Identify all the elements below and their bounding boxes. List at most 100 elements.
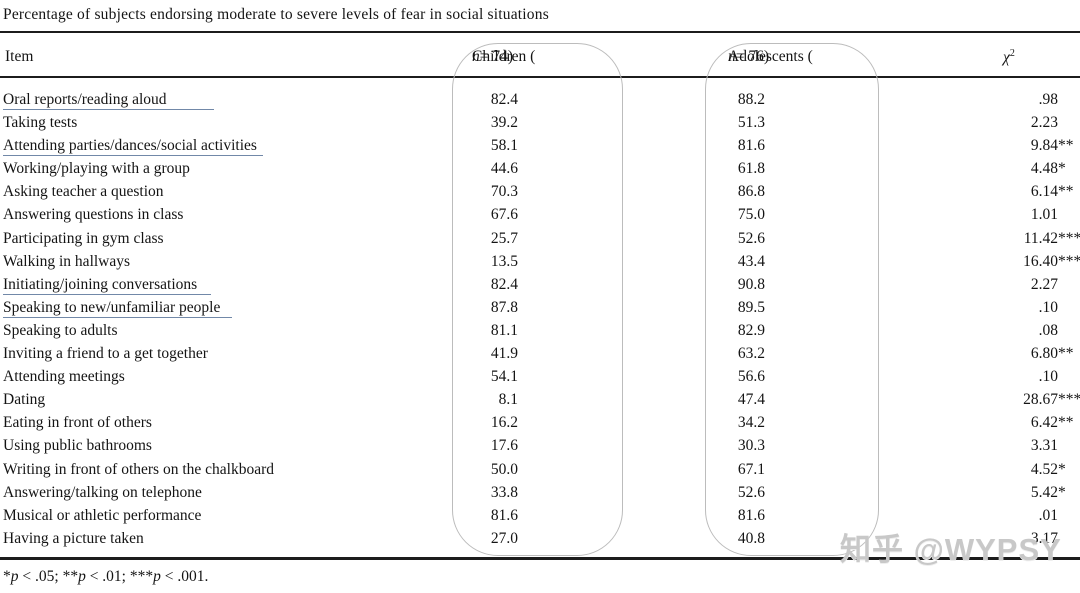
chi-square-value: .98 <box>1038 91 1058 108</box>
table-row: Eating in front of others 16.2 34.2 6.42 ** <box>0 411 1080 434</box>
children-percent: 82.4 <box>490 275 518 293</box>
adolescents-percent: 63.2 <box>737 345 765 363</box>
watermark: 知乎 @WYPSY <box>840 532 1062 567</box>
chi-square-value: 5.42 <box>1030 483 1058 501</box>
item-label: Speaking to adults <box>3 321 118 339</box>
chi-square-value: 3.31 <box>1030 437 1058 455</box>
children-percent: 54.1 <box>490 368 518 386</box>
item-label: Asking teacher a question <box>3 183 164 201</box>
item-label: Initiating/joining conversations <box>3 273 212 296</box>
adolescents-percent: 47.4 <box>737 391 765 409</box>
adolescents-percent: 75.0 <box>737 206 765 224</box>
adolescents-column-annotation-oval <box>705 43 879 556</box>
col-header-item: Item <box>5 48 34 65</box>
significance-stars: ** <box>1058 414 1074 432</box>
table-row: Inviting a friend to a get together 41.9 6… <box>0 342 1080 365</box>
chi-square-value: .08 <box>1038 321 1058 339</box>
children-percent: 58.1 <box>490 137 518 155</box>
adolescents-percent: 56.6 <box>737 368 765 386</box>
children-percent: 81.1 <box>490 321 518 339</box>
adolescents-percent: 61.8 <box>737 160 765 178</box>
item-label: Musical or athletic performance <box>3 506 202 524</box>
significance-stars: * <box>1058 160 1066 178</box>
adolescents-percent: 51.3 <box>737 114 765 132</box>
table-row: Participating in gym class 25.7 52.6 11.42 *… <box>0 227 1080 250</box>
children-percent: 70.3 <box>490 183 518 201</box>
chi-square-value: 6.14 <box>1030 183 1058 201</box>
item-label: Eating in front of others <box>3 414 152 432</box>
children-percent: 33.8 <box>490 483 518 501</box>
children-percent: 17.6 <box>490 437 518 455</box>
chi-square-value: 4.48 <box>1030 160 1058 178</box>
children-percent: 87.8 <box>490 298 518 316</box>
table-title: Percentage of subjects endorsing moderat… <box>3 6 549 23</box>
chi-square-value: 11.42 <box>1023 229 1058 247</box>
table-row: Answering questions in class 67.6 75.0 1.01 <box>0 203 1080 226</box>
table-row: Writing in front of others on the chalkb… <box>0 458 1080 481</box>
chi-square-value: 28.67 <box>1023 391 1058 409</box>
children-percent: 44.6 <box>490 160 518 178</box>
table-row: Taking tests 39.2 51.3 2.23 <box>0 111 1080 134</box>
item-label: Answering questions in class <box>3 206 184 224</box>
rule-under-title <box>0 31 1080 33</box>
children-column-annotation-oval <box>452 43 623 556</box>
rule-under-header <box>0 76 1080 78</box>
significance-stars: *** <box>1058 229 1080 247</box>
item-label: Answering/talking on telephone <box>3 483 202 501</box>
children-percent: 16.2 <box>490 414 518 432</box>
significance-footnote: *p < .05; **p < .01; ***p < .001. <box>3 568 209 585</box>
children-percent: 13.5 <box>490 252 518 270</box>
item-label: Oral reports/reading aloud <box>3 88 214 111</box>
item-label: Writing in front of others on the chalkb… <box>3 460 274 478</box>
table-row: Attending parties/dances/social activiti… <box>0 134 1080 157</box>
item-label: Attending parties/dances/social activiti… <box>3 134 263 157</box>
significance-stars: * <box>1058 483 1066 501</box>
col-header-chi-square: χ2 <box>1003 48 1015 66</box>
table-row: Using public bathrooms 17.6 30.3 3.31 <box>0 434 1080 457</box>
significance-stars: ** <box>1058 345 1074 363</box>
chi-square-value: 3.17 <box>1030 529 1058 547</box>
item-label: Speaking to new/unfamiliar people <box>3 296 233 319</box>
significance-stars: ** <box>1058 183 1074 201</box>
table-row: Working/playing with a group 44.6 61.8 4.48… <box>0 157 1080 180</box>
chi-square-value: .10 <box>1038 368 1058 386</box>
adolescents-percent: 89.5 <box>737 298 765 316</box>
chi-square-value: .01 <box>1038 506 1058 524</box>
table-row: Speaking to adults 81.1 82.9 .08 <box>0 319 1080 342</box>
adolescents-percent: 86.8 <box>737 183 765 201</box>
chi-square-value: 16.40 <box>1023 252 1058 270</box>
item-label: Inviting a friend to a get together <box>3 345 208 363</box>
item-label: Taking tests <box>3 114 78 132</box>
significance-stars: ** <box>1058 137 1074 155</box>
table-row: Attending meetings 54.1 56.6 .10 <box>0 365 1080 388</box>
significance-stars: * <box>1058 460 1066 478</box>
adolescents-percent: 88.2 <box>737 91 765 108</box>
children-percent: 41.9 <box>490 345 518 363</box>
children-percent: 82.4 <box>490 91 518 108</box>
table-row: Oral reports/reading aloud 82.4 88.2 .98 <box>0 88 1080 111</box>
table-row: Speaking to new/unfamiliar people 87.8 89.… <box>0 296 1080 319</box>
adolescents-percent: 30.3 <box>737 437 765 455</box>
significance-stars: *** <box>1058 391 1080 409</box>
annotation-underline: Speaking to new/unfamiliar people <box>3 298 233 318</box>
table-row: Initiating/joining conversations 82.4 90.8… <box>0 273 1080 296</box>
chi-square-value: 9.84 <box>1030 137 1058 155</box>
item-label: Participating in gym class <box>3 229 164 247</box>
annotation-underline: Attending parties/dances/social activiti… <box>3 137 263 157</box>
chi-square-value: 2.27 <box>1030 275 1058 293</box>
chi-square-value: .10 <box>1038 298 1058 316</box>
adolescents-percent: 43.4 <box>737 252 765 270</box>
item-label: Attending meetings <box>3 368 125 386</box>
children-percent: 67.6 <box>490 206 518 224</box>
adolescents-percent: 52.6 <box>737 483 765 501</box>
table-row: Asking teacher a question 70.3 86.8 6.14 ** <box>0 180 1080 203</box>
table-body: Oral reports/reading aloud 82.4 88.2 .98 Tak… <box>0 88 1080 550</box>
adolescents-percent: 52.6 <box>737 229 765 247</box>
annotation-underline: Oral reports/reading aloud <box>3 91 214 110</box>
adolescents-percent: 90.8 <box>737 275 765 293</box>
item-label: Using public bathrooms <box>3 437 152 455</box>
table-row: Walking in hallways 13.5 43.4 16.40 *** <box>0 250 1080 273</box>
children-percent: 8.1 <box>498 391 518 409</box>
children-percent: 25.7 <box>490 229 518 247</box>
chi-square-value: 6.80 <box>1030 345 1058 363</box>
